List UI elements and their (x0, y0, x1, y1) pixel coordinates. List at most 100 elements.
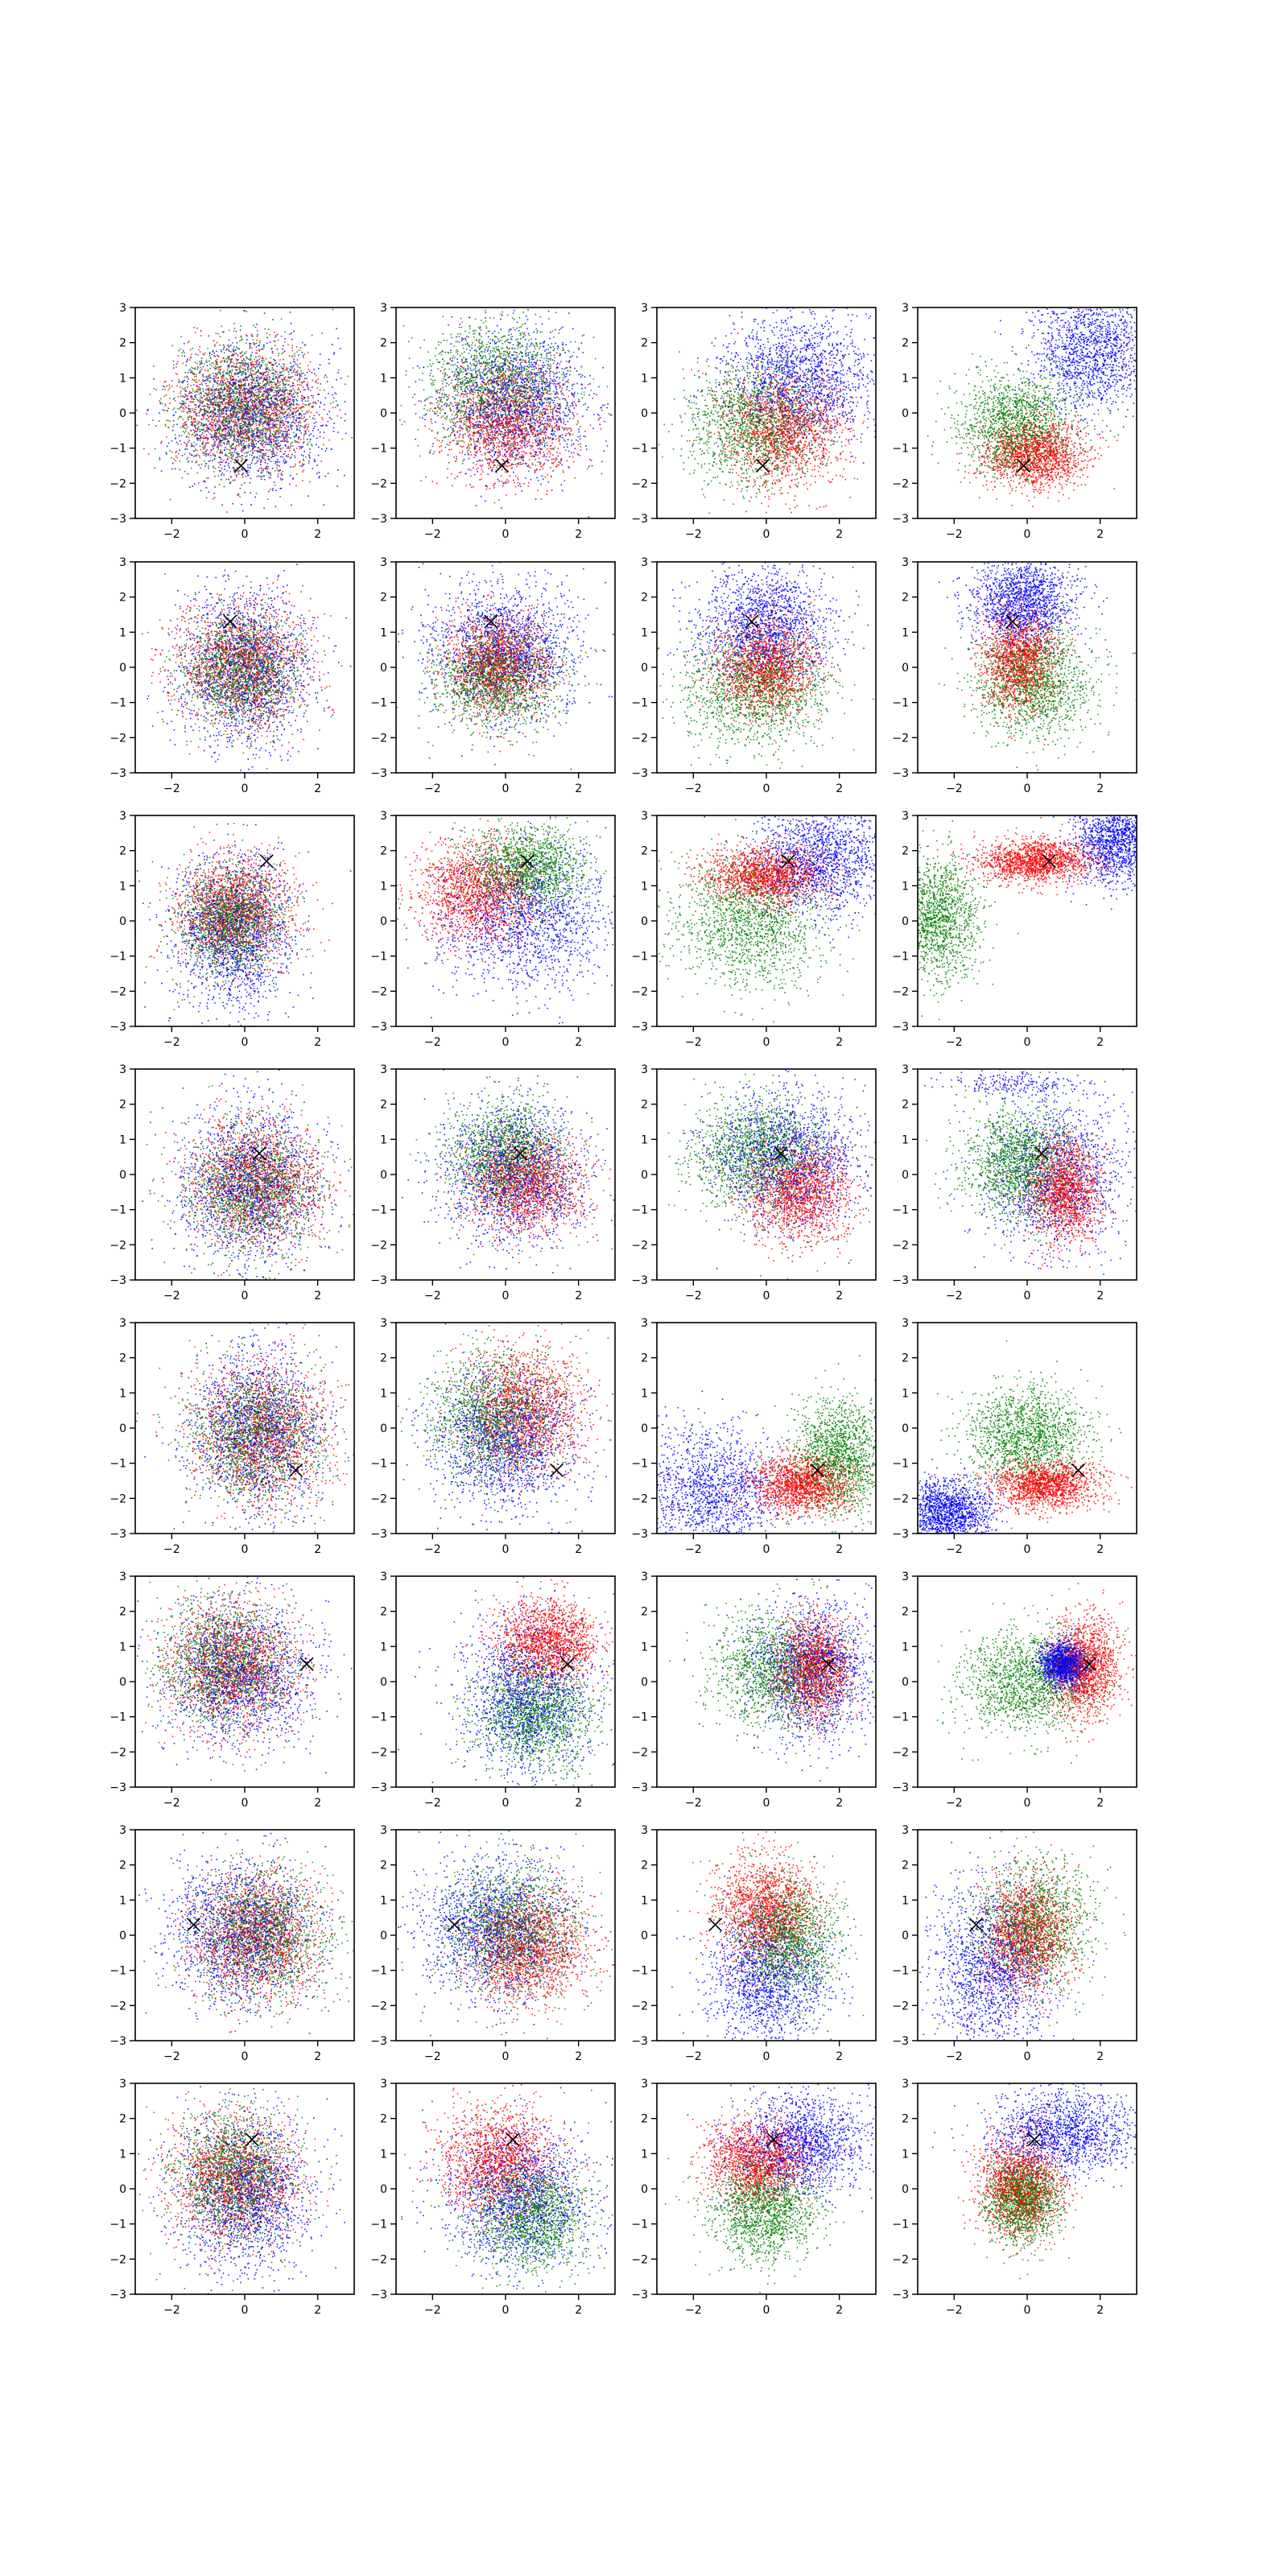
point (240, 356, 242, 357)
point (178, 418, 180, 419)
point (238, 348, 240, 349)
point (234, 480, 236, 481)
point (243, 444, 245, 445)
point (278, 396, 279, 398)
point (287, 438, 288, 440)
point (186, 411, 188, 413)
point (283, 404, 284, 406)
point (237, 399, 239, 401)
point (243, 426, 245, 427)
point (237, 376, 239, 378)
point (333, 431, 335, 432)
point (275, 470, 276, 472)
point (205, 361, 207, 363)
point (253, 388, 254, 390)
point (247, 391, 249, 393)
point (244, 406, 246, 407)
point (242, 449, 244, 451)
point (262, 357, 264, 358)
point (183, 423, 184, 425)
point (196, 438, 198, 440)
point (184, 390, 186, 392)
point (279, 427, 280, 428)
point (267, 429, 269, 431)
point (212, 460, 213, 461)
point (324, 404, 325, 406)
point (283, 459, 285, 460)
point (277, 469, 279, 471)
point (308, 396, 309, 398)
point (200, 351, 201, 353)
point (294, 411, 295, 412)
point (242, 361, 243, 362)
point (226, 439, 228, 440)
point (188, 407, 189, 409)
point (344, 475, 345, 477)
point (166, 394, 167, 396)
point (265, 369, 266, 370)
point (305, 424, 307, 426)
point (274, 481, 275, 483)
point (216, 404, 217, 406)
point (275, 440, 277, 442)
point (289, 484, 291, 485)
point (209, 412, 211, 414)
point (233, 363, 235, 365)
point (221, 365, 222, 367)
point (216, 351, 217, 353)
point (252, 364, 254, 365)
point (237, 348, 238, 349)
point (292, 416, 294, 418)
point (279, 432, 281, 434)
point (221, 436, 223, 438)
point (305, 401, 307, 402)
point (216, 423, 217, 425)
point (296, 428, 298, 430)
point (191, 421, 192, 423)
point (194, 396, 196, 398)
point (248, 365, 250, 367)
point (332, 407, 334, 409)
point (218, 449, 220, 451)
point (186, 407, 188, 409)
point (249, 427, 250, 429)
point (543, 441, 545, 443)
point (277, 459, 279, 460)
point (254, 415, 256, 416)
point (148, 453, 150, 455)
point (515, 390, 517, 392)
point (204, 460, 205, 462)
point (214, 424, 216, 426)
point (240, 388, 242, 390)
point (272, 433, 274, 435)
point (274, 420, 275, 422)
point (227, 374, 229, 375)
point (244, 447, 246, 448)
point (241, 423, 242, 424)
point (218, 427, 220, 429)
point (175, 366, 177, 368)
point (207, 438, 208, 440)
point (243, 421, 245, 423)
point (256, 363, 258, 365)
point (477, 357, 478, 358)
point (272, 373, 274, 374)
point (212, 365, 213, 367)
point (239, 456, 241, 457)
point (195, 448, 196, 450)
point (246, 357, 248, 358)
point (229, 400, 230, 402)
point (265, 417, 266, 419)
point (237, 493, 239, 495)
point (222, 436, 224, 437)
point (469, 385, 470, 386)
point (214, 434, 216, 436)
point (253, 423, 254, 425)
point (221, 349, 222, 351)
point (231, 457, 233, 459)
point (211, 389, 213, 390)
point (312, 418, 314, 419)
point (200, 396, 202, 398)
point (278, 376, 279, 378)
point (240, 427, 242, 428)
